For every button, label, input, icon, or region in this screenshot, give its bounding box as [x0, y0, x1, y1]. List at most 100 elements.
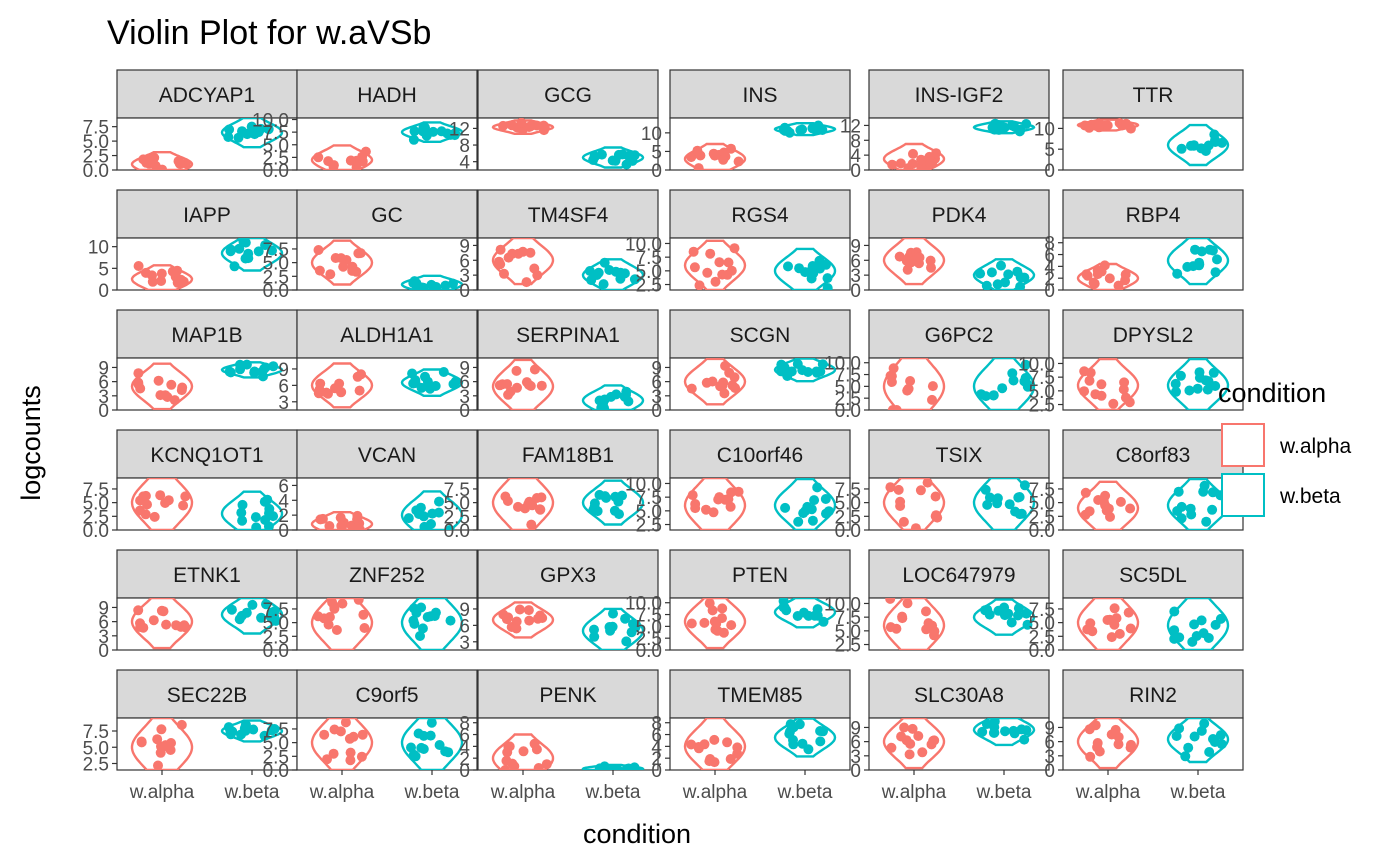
facet-marks: [683, 478, 837, 530]
data-point: [518, 746, 529, 757]
data-point: [1183, 742, 1194, 753]
data-point: [1125, 623, 1136, 634]
legend-key-w-beta: [1221, 473, 1265, 517]
data-point: [722, 737, 733, 748]
data-point: [526, 519, 537, 530]
data-point: [621, 159, 632, 170]
y-tick-label: 2.5: [83, 147, 109, 168]
data-point: [921, 606, 931, 617]
data-point: [500, 765, 511, 770]
facet-strip: [669, 189, 851, 239]
data-point: [428, 126, 439, 137]
data-point: [1120, 269, 1131, 280]
data-point: [886, 742, 897, 753]
y-tick-label: 6: [459, 616, 470, 637]
data-point: [812, 367, 822, 378]
facet-marks: [683, 120, 837, 170]
facet-strip-label: C9orf5: [355, 684, 418, 707]
violin-w-alpha: [882, 358, 946, 410]
data-point: [1108, 398, 1119, 409]
data-point: [885, 482, 896, 493]
facet-strip-label: RIN2: [1129, 684, 1177, 707]
data-point: [258, 371, 268, 382]
data-point: [444, 525, 455, 530]
facet-strip-label: SLC30A8: [914, 684, 1004, 707]
data-point: [1204, 244, 1215, 255]
data-point: [1019, 480, 1030, 491]
data-point: [524, 615, 535, 626]
data-point: [354, 385, 365, 396]
facet-strip-label: GCG: [544, 84, 592, 107]
data-point: [783, 261, 793, 272]
data-point: [822, 273, 833, 284]
data-point: [686, 739, 697, 750]
y-tick-label: 2.5: [263, 267, 289, 288]
y-tick-label: 6: [98, 613, 109, 634]
y-tick-label: 0.0: [263, 641, 289, 662]
y-tick-label: 9: [651, 358, 662, 379]
y-tick-label: 3: [459, 266, 470, 287]
data-point: [337, 521, 348, 530]
data-point: [499, 268, 509, 279]
data-point: [925, 255, 936, 266]
data-point: [1192, 383, 1203, 394]
y-tick-label: 5.0: [636, 262, 662, 283]
facet-strip: [116, 429, 298, 479]
y-tick-label: 0: [278, 521, 289, 542]
violin-w-alpha: [1076, 718, 1140, 770]
facet-marks: [310, 239, 464, 290]
data-point: [1120, 392, 1131, 403]
data-point: [411, 505, 422, 516]
facet-marks: [130, 598, 284, 650]
facet-marks: [491, 478, 645, 530]
data-point: [504, 741, 515, 752]
data-point: [234, 243, 245, 254]
data-point: [1173, 486, 1184, 497]
x-tick-label: w.alpha: [129, 782, 195, 803]
data-point: [591, 270, 602, 280]
data-point: [820, 494, 831, 504]
y-tick-label: 7.5: [1029, 480, 1055, 501]
violin-w-alpha: [683, 478, 747, 530]
data-point: [807, 515, 818, 526]
data-point: [537, 613, 548, 623]
y-tick-label: 7.5: [1029, 368, 1055, 389]
data-point: [984, 492, 995, 503]
y-tick-label: 2.5: [636, 276, 662, 297]
y-tick-label: 0.0: [444, 521, 470, 542]
data-point: [780, 502, 791, 513]
data-point: [815, 736, 826, 747]
data-point: [180, 491, 191, 502]
data-point: [1174, 723, 1185, 734]
data-point: [986, 267, 997, 278]
y-tick-label: 8: [651, 714, 662, 735]
data-point: [1020, 359, 1031, 370]
data-point: [513, 501, 523, 512]
facet-strip-label: SCGN: [730, 324, 791, 347]
data-point: [153, 760, 163, 770]
violin-w-alpha: [310, 718, 374, 770]
data-point: [329, 603, 340, 614]
y-tick-label: 5.0: [1029, 614, 1055, 635]
data-point: [1201, 516, 1212, 527]
y-tick-label: 8: [459, 136, 470, 157]
data-point: [133, 379, 144, 390]
y-tick-label: 5.0: [83, 132, 109, 153]
data-point: [1094, 122, 1104, 133]
y-tick-label: 4: [459, 153, 470, 174]
y-tick-label: 7.5: [263, 240, 289, 261]
data-point: [256, 612, 267, 623]
data-point: [1207, 504, 1218, 515]
y-tick-label: 0.0: [83, 161, 109, 182]
data-point: [926, 262, 936, 273]
y-tick-label: 6: [1044, 733, 1055, 754]
data-point: [138, 622, 149, 633]
y-tick-label: 9: [850, 236, 861, 257]
data-point: [709, 616, 720, 627]
data-point: [430, 607, 441, 618]
data-point: [313, 245, 324, 255]
data-point: [418, 744, 429, 754]
